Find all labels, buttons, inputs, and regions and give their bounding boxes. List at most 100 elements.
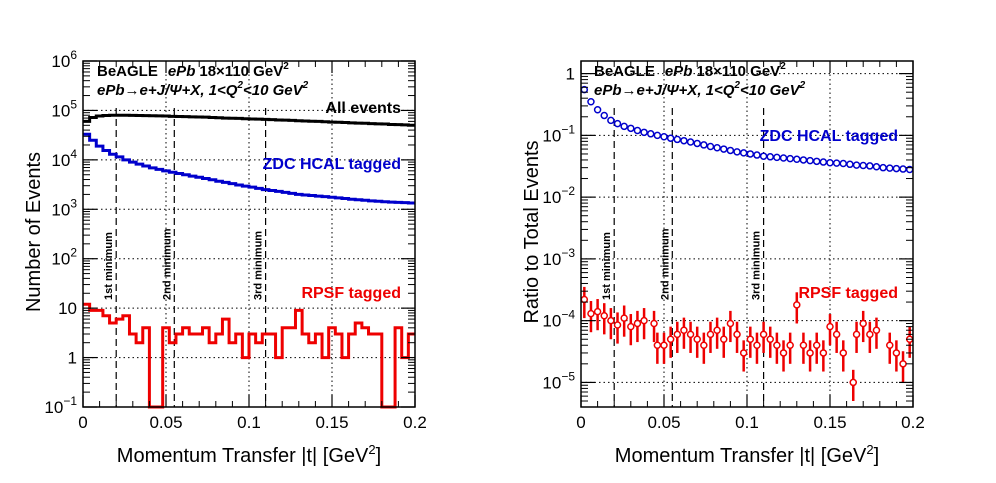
data-point — [726, 319, 735, 328]
data-point — [633, 319, 642, 328]
data-point — [779, 154, 788, 162]
right-y-axis-label: Ratio to Total Events — [521, 140, 543, 323]
data-point — [806, 349, 814, 357]
right-annotation-line2: ePb→e+J/Ψ+X, 1<Q2<10 GeV2 — [594, 80, 806, 99]
x-tick-label: 0.15 — [315, 413, 348, 432]
data-point — [733, 330, 741, 339]
data-point — [826, 322, 834, 331]
data-point — [786, 341, 794, 349]
data-point — [660, 341, 668, 349]
data-point — [832, 159, 841, 167]
minimum-label: 2nd minimum — [659, 228, 671, 300]
minimum-label: 3rd minimum — [751, 231, 763, 300]
data-point — [739, 149, 748, 157]
data-point — [773, 153, 781, 162]
data-point — [660, 132, 668, 141]
data-point — [613, 119, 622, 128]
data-point — [892, 349, 901, 357]
right-x-axis-label: Momentum Transfer |t| [GeV2] — [615, 442, 879, 467]
y-tick-label: 103 — [51, 196, 77, 219]
data-point — [779, 349, 788, 357]
data-point — [812, 341, 821, 349]
left-label-rpsf: RPSF tagged — [301, 285, 401, 302]
data-point — [806, 156, 814, 165]
data-point — [886, 341, 894, 349]
data-point — [627, 322, 635, 331]
data-point — [826, 159, 834, 167]
data-point — [700, 141, 708, 149]
left-x-axis-label: Momentum Transfer |t| [GeV2] — [117, 442, 381, 467]
data-point — [773, 341, 781, 349]
right-grid — [581, 61, 913, 407]
data-point — [620, 122, 628, 131]
data-point — [593, 307, 602, 316]
right-plot-frame — [580, 60, 914, 408]
data-point — [673, 330, 682, 339]
data-point — [627, 124, 635, 133]
data-point — [799, 156, 808, 164]
right-annotation-line1: BeAGLE ePb 18×110 GeV2 — [594, 61, 786, 80]
x-tick-label: 0 — [78, 413, 87, 432]
y-tick-label: 10−1 — [542, 122, 575, 145]
data-point — [666, 134, 675, 142]
data-point — [739, 349, 748, 357]
data-point — [879, 163, 887, 172]
data-point — [640, 128, 648, 137]
y-tick-label: 10−5 — [542, 369, 575, 392]
data-point — [799, 341, 808, 349]
y-tick-label: 1 — [68, 349, 77, 368]
data-point — [706, 330, 715, 339]
data-point — [839, 349, 848, 357]
data-point — [753, 341, 761, 349]
y-tick-label: 10−3 — [542, 246, 575, 269]
right-ticks: 0 0.05 0.1 0.15 0.2 10−5 10−4 10−3 10−2 10−1 1 — [542, 61, 925, 432]
data-point — [839, 159, 848, 168]
data-point — [680, 136, 688, 145]
x-tick-label: 0.2 — [901, 413, 925, 432]
data-point — [587, 309, 595, 318]
data-point — [849, 378, 857, 387]
data-point — [899, 360, 907, 368]
data-point — [700, 341, 708, 349]
data-point — [819, 349, 828, 357]
data-point — [786, 154, 794, 163]
minimum-label: 1st minimum — [601, 232, 613, 300]
y-tick-label: 1 — [566, 65, 575, 84]
data-point — [859, 319, 867, 328]
data-point — [686, 330, 695, 339]
data-point — [793, 155, 801, 164]
right-series — [580, 85, 914, 402]
y-tick-label: 10 — [58, 299, 77, 318]
series-line-zdc-hcal-tagged — [83, 132, 415, 205]
data-point — [886, 164, 894, 172]
left-label-all-events: All events — [325, 100, 401, 117]
data-point — [607, 116, 615, 125]
y-tick-label: 10−2 — [542, 184, 575, 207]
data-point — [693, 139, 701, 148]
data-point — [726, 146, 735, 155]
data-point — [852, 330, 861, 339]
y-tick-label: 10−4 — [542, 308, 575, 331]
data-point — [613, 321, 622, 329]
data-point — [846, 160, 854, 169]
left-series — [83, 113, 415, 409]
data-point — [653, 341, 662, 349]
data-point — [733, 148, 741, 156]
x-tick-label: 0.2 — [403, 413, 427, 432]
data-point — [607, 316, 615, 325]
data-point — [892, 164, 901, 173]
minimum-label: 1st minimum — [103, 232, 115, 300]
left-minima-lines: 1st minimum 2nd minimum 3rd minimum — [103, 108, 267, 407]
data-point — [753, 151, 761, 159]
y-tick-label: 104 — [51, 147, 77, 170]
data-point — [759, 330, 768, 339]
data-point — [706, 142, 715, 151]
data-point — [852, 161, 861, 169]
data-point — [653, 131, 662, 140]
data-point — [766, 153, 774, 161]
data-point — [746, 150, 755, 158]
y-tick-label: 105 — [51, 97, 77, 120]
data-point — [866, 162, 874, 170]
right-label-rpsf: RPSF tagged — [798, 285, 898, 302]
left-annotation-line2: ePb→e+J/Ψ+X, 1<Q2<10 GeV2 — [97, 80, 309, 99]
